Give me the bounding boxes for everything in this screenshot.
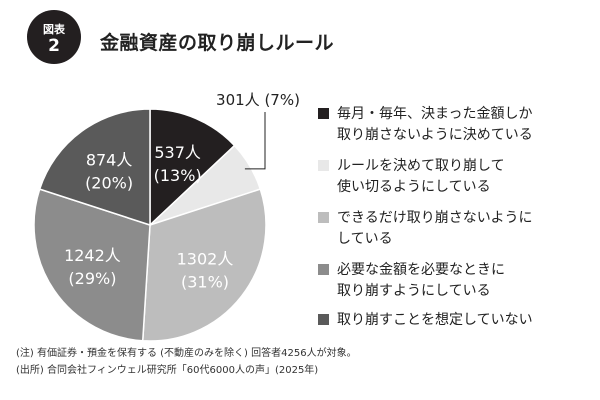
chart-title: 金融資産の取り崩しルール	[100, 32, 335, 54]
pie-slice	[38, 108, 151, 227]
figure-badge: 図表 2	[27, 10, 81, 64]
pie-slice	[33, 188, 151, 342]
figure-badge-number: 2	[48, 36, 60, 56]
footnote-source: (出所) 合同会社フィンウェル研究所「60代6000人の声」(2025年)	[16, 365, 319, 376]
legend-swatch	[318, 108, 329, 119]
legend-swatch	[318, 264, 329, 275]
legend-label: できるだけ取り崩さないように している	[337, 210, 533, 247]
pie-labels: 537人 (13%) 301人 (7%) 1302人 (31%) 1242人 (29%) 87…	[64, 91, 300, 292]
legend-swatch	[318, 212, 329, 223]
legend-label: 取り崩すことを想定していない	[337, 312, 533, 328]
pie-slice-percent-label: (20%)	[85, 174, 133, 193]
legend-label: ルールを決めて取り崩して 使い切るようにしている	[337, 158, 505, 195]
pie-leader-line	[244, 112, 266, 170]
pie-slice-count-label: 1302人	[177, 250, 234, 269]
legend-label: 必要な金額を必要なときに 取り崩すようにしている	[337, 262, 505, 299]
pie-slice-count-label: 537人	[154, 143, 201, 162]
pie-slice	[141, 188, 267, 342]
pie-slice	[149, 108, 236, 227]
footnote-note: (注) 有価証券・預金を保有する (不動産のみを除く) 回答者4256人が対象。	[16, 348, 357, 359]
figure-badge-label: 図表	[43, 23, 65, 36]
pie-slice-percent-label: (29%)	[68, 269, 116, 288]
legend-swatch	[318, 314, 329, 325]
legend-swatch	[318, 160, 329, 171]
pie-slice-percent-label: (31%)	[181, 273, 229, 292]
legend-label: 毎月・毎年、決まった金額しか 取り崩さないように決めている	[337, 106, 533, 143]
pie-slice-count-label: 874人	[86, 151, 133, 170]
pie-slices	[33, 108, 267, 342]
pie-slice-percent-label: (13%)	[154, 166, 202, 185]
footnotes: (注) 有価証券・預金を保有する (不動産のみを除く) 回答者4256人が対象。…	[16, 345, 357, 379]
pie-slice-count-label: 1242人	[64, 246, 121, 265]
pie-slice-external-label: 301人 (7%)	[216, 91, 300, 109]
